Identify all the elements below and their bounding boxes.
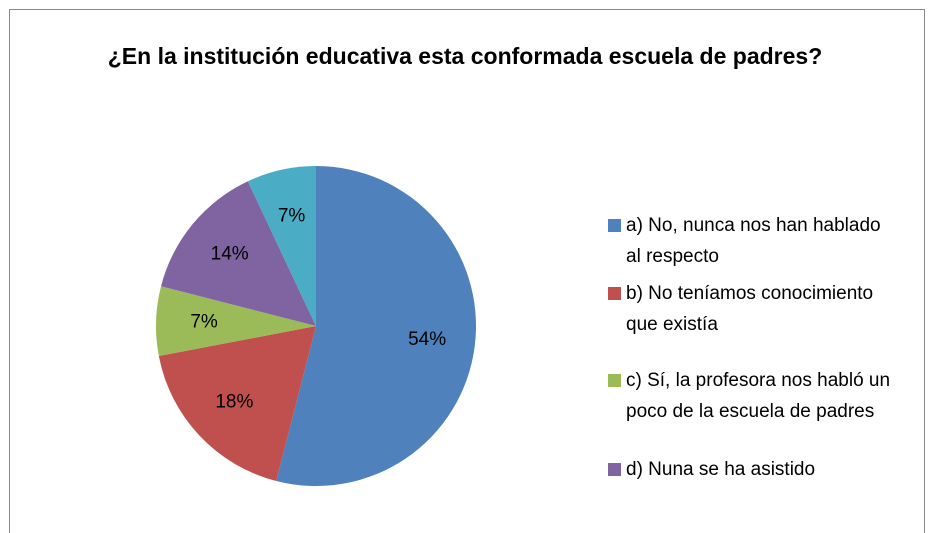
legend-label: a) No, nunca nos han hablado al respecto bbox=[626, 215, 881, 267]
legend-swatch bbox=[608, 374, 621, 387]
pie-slice bbox=[276, 166, 476, 486]
data-label: 18% bbox=[215, 392, 253, 413]
legend-item: a) No, nunca nos han hablado al respecto bbox=[608, 210, 898, 272]
legend-label: b) No teníamos conocimiento que existía bbox=[626, 283, 874, 335]
pie-slice bbox=[161, 181, 316, 326]
pie-slice bbox=[156, 286, 316, 356]
chart-title: ¿En la institución educativa esta confor… bbox=[107, 43, 823, 69]
legend-label: c) Sí, la profesora nos habló un poco de… bbox=[626, 370, 891, 422]
legend-swatch bbox=[608, 219, 621, 232]
chart-border bbox=[9, 9, 925, 533]
pie-slice bbox=[247, 166, 316, 326]
legend-item: d) Nuna se ha asistido bbox=[608, 454, 898, 485]
data-label: 14% bbox=[211, 244, 249, 265]
legend-swatch bbox=[608, 463, 621, 476]
data-label: 7% bbox=[190, 311, 218, 332]
legend-item: b) No teníamos conocimiento que existía bbox=[608, 278, 898, 340]
data-label: 54% bbox=[408, 329, 446, 350]
pie-slice bbox=[158, 326, 316, 481]
data-label: 7% bbox=[278, 206, 306, 227]
legend-label: d) Nuna se ha asistido bbox=[626, 459, 816, 480]
legend-item: c) Sí, la profesora nos habló un poco de… bbox=[608, 365, 898, 427]
legend-swatch bbox=[608, 287, 621, 300]
